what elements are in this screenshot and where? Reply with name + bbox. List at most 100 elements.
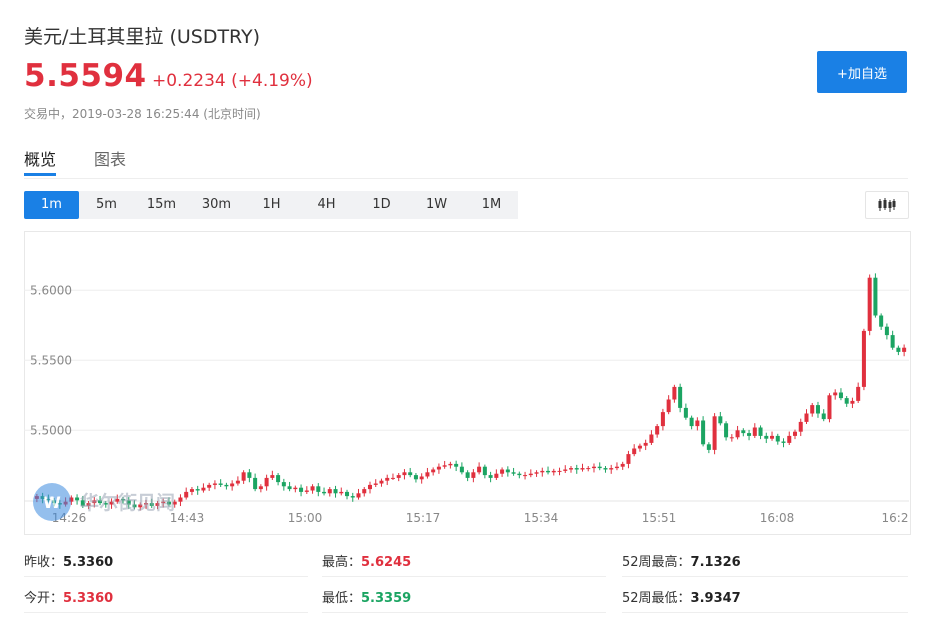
candle [224,482,229,490]
period-1w[interactable]: 1W [425,197,448,212]
candle [827,393,832,423]
candle [402,469,407,480]
divider [322,612,606,613]
candle [821,409,826,422]
candle [775,433,780,445]
stat-label: 52周最低： [622,591,691,606]
candle [166,497,171,507]
tab-overview[interactable]: 概览 [24,150,57,169]
x-tick-label: 14:43 [170,511,205,525]
period-1mo[interactable]: 1M [481,197,502,212]
stat-label: 今开： [24,591,64,606]
candle [235,476,240,486]
period-30m[interactable]: 30m [201,197,232,212]
candle [902,344,907,357]
candle [115,494,120,504]
candle [465,470,470,482]
candle [735,425,740,440]
candle [614,462,619,471]
candle [143,499,149,509]
candle [517,471,522,479]
candle [241,470,246,484]
candle [597,462,602,471]
candle [350,492,355,502]
candle [729,434,734,442]
candle [672,384,677,403]
divider [24,576,308,577]
stat-low: 最低：5.3359 [322,587,411,606]
stat-open: 今开：5.3360 [24,587,113,606]
candle [695,417,700,431]
divider [622,576,908,577]
period-1h[interactable]: 1H [262,197,281,212]
candle [339,487,344,496]
candle [724,421,729,441]
candle [844,396,849,407]
stat-value: 5.3360 [63,555,114,570]
period-5m[interactable]: 5m [96,197,117,212]
candle [879,313,884,330]
candle [80,495,85,508]
candle [568,466,574,473]
candle [327,487,332,497]
candle [230,480,235,491]
watermark-logo-icon [33,483,71,521]
candle [833,389,838,400]
candle [689,415,694,430]
candle [563,465,568,473]
add-watchlist-button[interactable]: +加自选 [817,51,907,93]
x-tick-label: 15:00 [288,511,323,525]
tab-divider [24,178,908,179]
tab-chart[interactable]: 图表 [94,150,127,169]
period-15m[interactable]: 15m [146,197,177,212]
candle [488,471,493,483]
candle [98,495,103,506]
candle [770,431,775,441]
candle [632,444,637,457]
candle [75,494,80,505]
candle [86,501,91,510]
candle [316,483,321,497]
chart-type-button[interactable] [865,191,909,219]
divider [622,612,908,613]
period-1d[interactable]: 1D [372,197,391,212]
candle [655,424,660,438]
candle [310,484,315,494]
candle [861,328,866,391]
y-tick-label: 5.6000 [30,283,72,297]
period-1m[interactable]: 1m [24,191,79,219]
candle [787,431,792,445]
trading-status: 交易中，2019-03-28 16:25:44 (北京时间) [24,107,261,121]
candle [603,466,608,473]
candle [178,494,183,507]
candle [896,345,901,356]
candle [207,482,212,491]
candle [546,466,551,475]
x-tick-label: 16:2 [882,511,909,525]
candle [333,485,338,498]
candle [396,473,401,482]
candle [482,464,487,479]
candle [276,473,281,486]
candle [442,460,447,469]
candle [781,438,786,448]
stat-value: 3.9347 [690,591,741,606]
candle [212,480,217,490]
period-4h[interactable]: 4H [317,197,336,212]
stat-52w-high: 52周最高：7.1326 [622,551,741,570]
candle [741,428,746,437]
svg-text:W: W [43,493,61,512]
candle [121,496,126,504]
candle [385,474,390,486]
candle [528,469,533,478]
candle [523,471,528,480]
candle [264,474,269,491]
candle [184,487,189,500]
candle [253,473,258,492]
candle [373,479,378,487]
current-price: 5.5594 [24,58,147,94]
candle [580,463,585,472]
candle [534,470,539,477]
candle [172,499,177,508]
